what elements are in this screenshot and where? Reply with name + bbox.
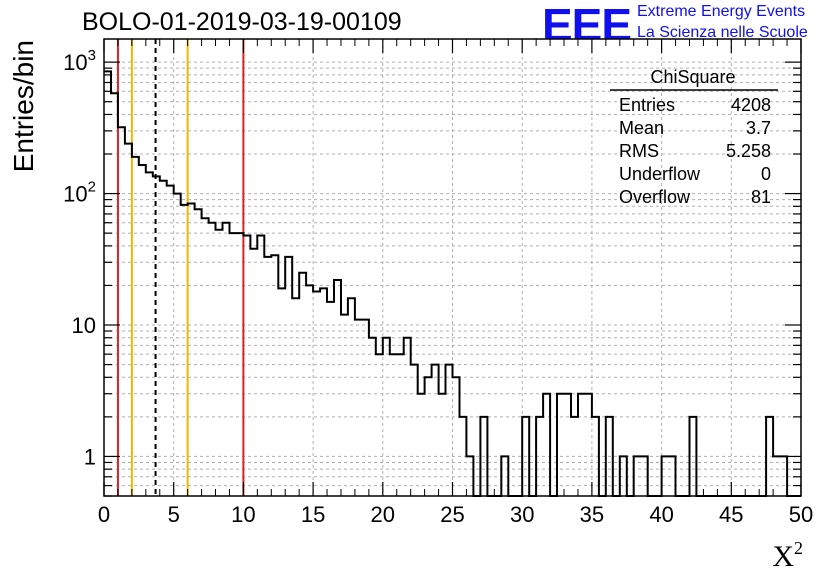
x-tick-label: 5 <box>168 502 180 527</box>
stats-title: ChiSquare <box>650 67 735 87</box>
stats-value: 3.7 <box>746 118 771 138</box>
y-tick-label: 10 <box>72 313 96 338</box>
x-tick-label: 30 <box>510 502 534 527</box>
stats-label: RMS <box>619 141 659 161</box>
x-axis-title: X2 <box>772 538 803 572</box>
x-tick-label: 15 <box>301 502 325 527</box>
y-tick-label: 1 <box>84 444 96 469</box>
stats-value: 4208 <box>731 95 771 115</box>
x-tick-label: 0 <box>98 502 110 527</box>
stats-label: Entries <box>619 95 675 115</box>
x-tick-label: 45 <box>719 502 743 527</box>
logo-subtitle-line2: La Scienza nelle Scuole <box>637 24 808 41</box>
y-axis-title: Entries/bin <box>8 40 39 172</box>
x-tick-label: 35 <box>580 502 604 527</box>
histogram-line <box>104 70 801 497</box>
y-tick-label: 102 <box>63 179 96 207</box>
x-tick-label: 10 <box>231 502 255 527</box>
x-tick-label: 50 <box>789 502 813 527</box>
stats-label: Mean <box>619 118 664 138</box>
stats-value: 81 <box>751 187 771 207</box>
x-tick-label: 40 <box>649 502 673 527</box>
stats-label: Overflow <box>619 187 691 207</box>
x-tick-label: 25 <box>440 502 464 527</box>
stats-value: 0 <box>761 164 771 184</box>
y-tick-label: 103 <box>63 47 96 75</box>
logo-subtitle-line1: Extreme Energy Events <box>637 3 806 20</box>
plot-title: BOLO-01-2019-03-19-00109 <box>82 8 402 36</box>
stats-value: 5.258 <box>726 141 771 161</box>
x-tick-label: 20 <box>371 502 395 527</box>
stats-label: Underflow <box>619 164 701 184</box>
